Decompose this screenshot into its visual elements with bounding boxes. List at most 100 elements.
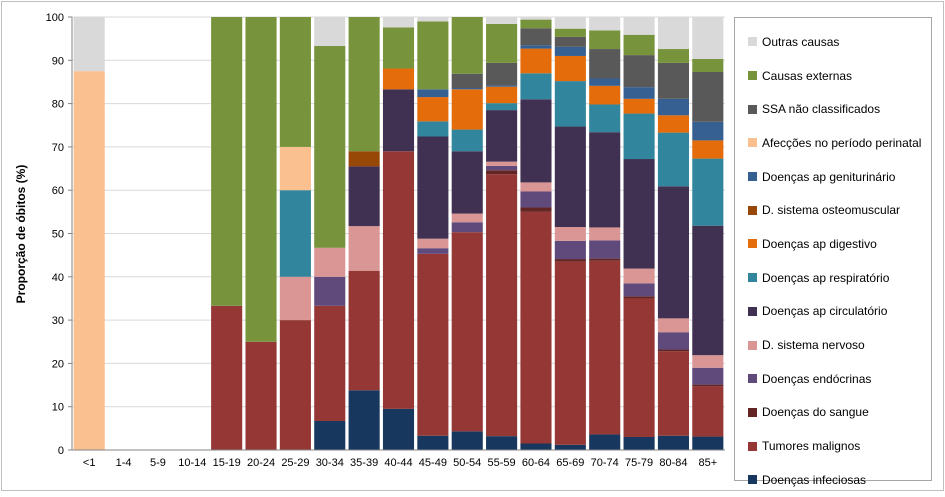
bar-segment xyxy=(382,408,415,450)
bar-segment xyxy=(692,386,724,437)
bar-segment xyxy=(657,186,689,319)
x-tick-label: 80-84 xyxy=(659,457,687,469)
legend-item: D. sistema osteomuscular xyxy=(735,193,931,227)
bar-segment xyxy=(692,225,724,356)
bar-segment xyxy=(314,17,346,47)
legend-label: Doenças do sangue xyxy=(762,405,869,420)
bar-segment xyxy=(486,103,518,111)
bar-segment xyxy=(417,97,449,122)
x-tick-label: 5-9 xyxy=(150,457,166,469)
x-tick-labels: <1 1-4 5-9 10-14 15-19 20-24 25-29 30-34 35-39 40… xyxy=(83,457,717,469)
legend-item: Causas externas xyxy=(735,59,931,93)
legend-item: Outras causas xyxy=(735,25,931,59)
bar-segment xyxy=(486,62,518,86)
legend-label: Doenças ap geniturinário xyxy=(762,169,896,184)
bar-segment xyxy=(589,434,621,450)
bar-segment xyxy=(417,136,449,239)
bar-segment xyxy=(554,28,586,37)
y-tick-label: 30 xyxy=(52,315,64,327)
bar-segment xyxy=(486,161,518,166)
bar-segment xyxy=(348,151,380,167)
bar-segment xyxy=(486,86,518,104)
bar-segment xyxy=(348,166,380,227)
bar-segment xyxy=(451,222,483,233)
legend-label: Tumores malignos xyxy=(762,439,861,454)
bar-segment xyxy=(486,85,518,87)
bar-segment xyxy=(451,213,483,223)
legend-label: Doenças ap circulatório xyxy=(762,304,888,319)
bar-segment xyxy=(520,182,552,192)
y-tick-labels: 0 10 20 30 40 50 60 70 80 90 100 xyxy=(46,12,64,457)
bar-segment xyxy=(657,49,689,63)
bar-segment xyxy=(623,283,655,297)
bar-segment xyxy=(417,17,449,22)
bar-segment xyxy=(520,48,552,74)
bar-segment xyxy=(451,232,483,432)
x-tick-label: 65-69 xyxy=(556,457,584,469)
bar-segment xyxy=(589,17,621,31)
bar-segment xyxy=(382,68,415,90)
bar-segment xyxy=(692,71,724,122)
bar-segment xyxy=(245,341,277,450)
bar-segment xyxy=(657,17,689,50)
bar-segment xyxy=(417,253,449,436)
bar-segment xyxy=(623,55,655,88)
legend-swatch xyxy=(748,71,757,81)
bar-segment xyxy=(451,73,483,89)
bar-segment xyxy=(692,59,724,72)
bar-segment xyxy=(451,88,483,90)
legend-swatch xyxy=(748,205,757,215)
legend-item: SSA não classificados xyxy=(735,92,931,126)
bar-segment xyxy=(623,268,655,284)
x-tick-label: 60-64 xyxy=(522,457,550,469)
bar-segment xyxy=(692,355,724,368)
bar-segment xyxy=(417,238,449,249)
bar-segment xyxy=(554,36,586,47)
y-tick-label: 90 xyxy=(52,55,64,67)
bar-segment xyxy=(417,121,449,137)
bar-segment xyxy=(417,89,449,98)
bar-segment xyxy=(692,436,724,450)
bar-segment xyxy=(520,73,552,100)
bar-segment xyxy=(554,81,586,127)
bar-segment xyxy=(623,98,655,114)
bar-segment xyxy=(279,146,311,191)
bar-segment xyxy=(554,55,586,82)
bar-segment xyxy=(486,436,518,450)
bar-segment xyxy=(211,305,243,450)
legend-item: Doenças infeciosas xyxy=(735,463,931,497)
bar-segment xyxy=(486,174,518,437)
x-tick-label: 45-49 xyxy=(419,457,447,469)
bar-segment xyxy=(348,226,380,271)
legend-label: D. sistema nervoso xyxy=(762,338,865,353)
bar-segment xyxy=(520,45,552,49)
bar-segment xyxy=(692,140,724,159)
bar-segment xyxy=(623,159,655,269)
legend-label: Outras causas xyxy=(762,34,840,49)
legend-swatch xyxy=(748,37,757,47)
bar-segment xyxy=(417,21,449,90)
y-tick-label: 70 xyxy=(52,142,64,154)
x-tick-label: 1-4 xyxy=(116,457,132,469)
x-tick-label: 30-34 xyxy=(316,457,344,469)
legend-swatch xyxy=(748,172,757,182)
x-tick-label: 25-29 xyxy=(281,457,309,469)
x-tick-label: 15-19 xyxy=(213,457,241,469)
legend-swatch xyxy=(748,239,757,249)
bar-segment xyxy=(211,17,243,306)
legend-label: Doenças endócrinas xyxy=(762,371,872,386)
bar-segment xyxy=(486,170,518,175)
bar-segment xyxy=(73,71,105,450)
bar-segment xyxy=(279,320,311,450)
bar-segment xyxy=(348,270,380,391)
legend-swatch xyxy=(748,340,757,350)
x-tick-label: <1 xyxy=(83,457,96,469)
legend-item: Doenças ap digestivo xyxy=(735,227,931,261)
bar-segment xyxy=(657,318,689,333)
bar-segment xyxy=(348,17,380,152)
bar-segment xyxy=(657,435,689,450)
bar-segment xyxy=(451,89,483,130)
bar-segment xyxy=(589,85,621,105)
bar-segment xyxy=(314,276,346,306)
bar-segment xyxy=(314,420,346,450)
